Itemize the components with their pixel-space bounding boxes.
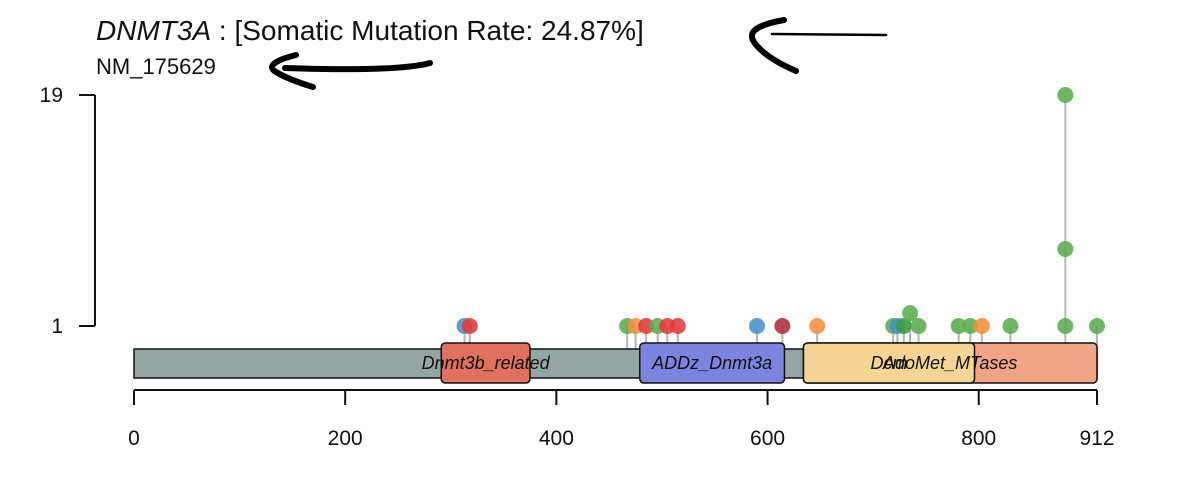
y-tick-label: 1	[51, 315, 63, 338]
mutation-rate: : [Somatic Mutation Rate: 24.87%]	[211, 15, 644, 46]
mutation-point	[1057, 318, 1074, 334]
x-tick-label: 0	[128, 427, 140, 450]
gene-symbol: DNMT3A	[96, 15, 211, 46]
mutation-point	[950, 318, 967, 334]
domain-label: Dcm	[870, 353, 907, 373]
gene-title: DNMT3A : [Somatic Mutation Rate: 24.87%]	[96, 15, 644, 46]
protein-track: Dnmt3b_related ADDz_Dnmt3a AdoMet_MTasesDc…	[133, 342, 1098, 384]
mutation-point	[1089, 318, 1105, 334]
lollipop-stems	[463, 95, 1098, 349]
domain-label: ADDz_Dnmt3a	[651, 353, 772, 373]
mutation-point	[1057, 241, 1074, 257]
mutation-point	[910, 318, 927, 334]
annotation-arrow-transcript	[269, 52, 433, 90]
annotation-arrow-rate	[749, 17, 888, 74]
mutation-point	[1057, 87, 1074, 103]
domain-label: AdoMet_MTases	[882, 353, 1017, 373]
mutation-point	[902, 305, 919, 322]
mutation-point	[895, 318, 912, 334]
mutation-point	[973, 318, 990, 334]
y-tick-label: 19	[40, 84, 63, 107]
transcript-id: NM_175629	[96, 54, 216, 79]
x-tick-label: 800	[961, 427, 996, 450]
mutation-point	[461, 318, 478, 334]
mutation-point	[1002, 318, 1019, 334]
x-axis: 0 200 400 600 800 912	[128, 389, 1115, 450]
mutation-point	[638, 318, 655, 334]
x-tick-label: 600	[750, 427, 785, 450]
mutation-points	[456, 87, 1105, 334]
x-tick-label: 912	[1079, 427, 1114, 450]
mutation-point	[809, 318, 826, 334]
x-tick-label: 200	[328, 427, 363, 450]
x-tick-label: 400	[539, 427, 574, 450]
mutation-point	[669, 318, 686, 334]
mutation-point	[962, 318, 979, 334]
mutation-point	[774, 318, 791, 334]
domain-box	[802, 342, 976, 384]
y-axis: 1 19	[40, 84, 96, 338]
mutation-point	[748, 318, 765, 334]
domain-label: Dnmt3b_related	[422, 353, 551, 373]
domain-box	[440, 342, 531, 384]
domain-box	[639, 342, 786, 384]
